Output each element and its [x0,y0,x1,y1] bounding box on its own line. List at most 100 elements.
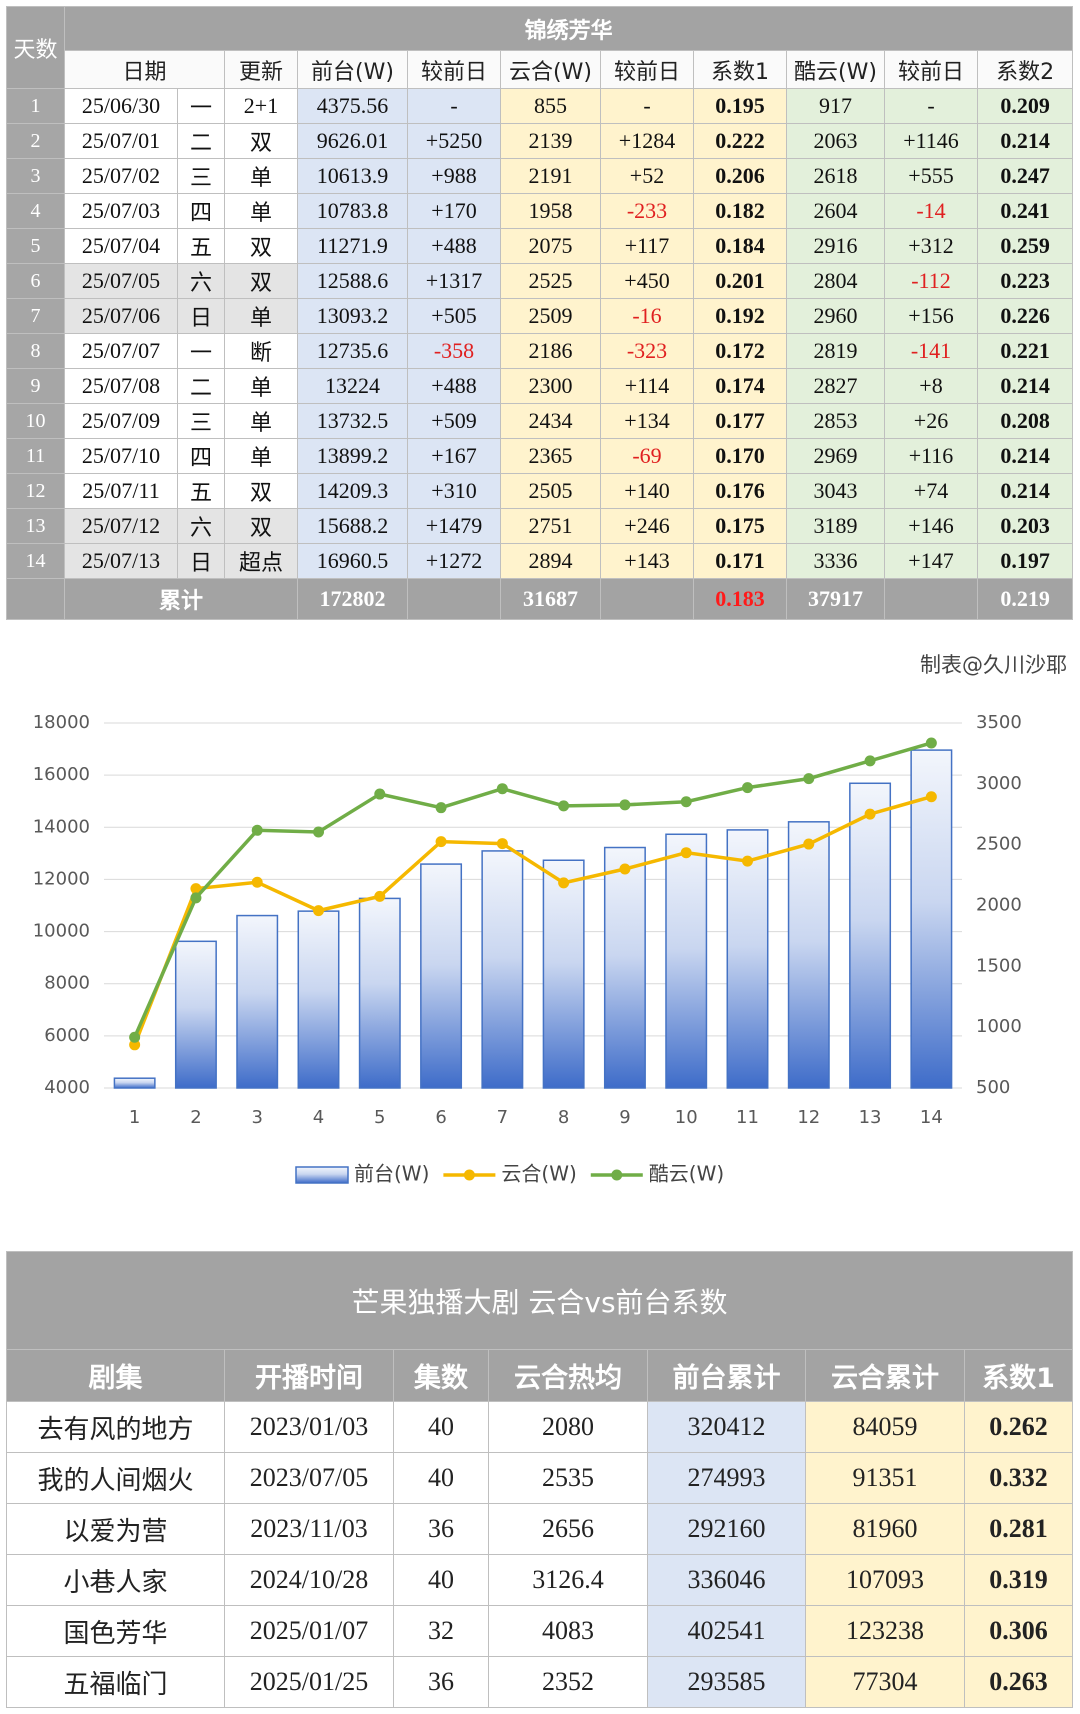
table-cell: 0.192 [693,298,787,334]
table-cell: 25/07/10 [64,438,178,474]
table-cell: 123238 [805,1605,965,1657]
table-cell: 0.206 [693,158,787,194]
total-cell: 31687 [500,578,601,620]
table-cell: 2023/07/05 [224,1452,394,1504]
table-cell: 以爱为营 [6,1503,225,1555]
table-cell: 双 [224,123,298,159]
data-row: 3 25/07/02 三单 10613.9 +988 2191 +52 0.206 2618 +5… [6,158,1074,194]
column-header: 集数 [393,1349,489,1402]
table-cell: 2916 [786,228,885,264]
point [496,838,508,850]
y2-tick-label: 3500 [976,712,1022,733]
table-cell: 2656 [488,1503,648,1555]
x-tick-label: 3 [251,1107,262,1128]
credit: 制表@久川沙耶 [920,653,1067,677]
point [558,877,570,889]
x-tick-label: 10 [675,1107,698,1128]
table-cell: +246 [600,508,694,544]
table-cell: 6 [6,263,65,299]
table-cell: 91351 [805,1452,965,1504]
bar [481,850,524,1089]
table-cell: 25/07/11 [64,473,178,509]
data-row: 小巷人家 2024/10/28 40 3126.4 336046 107093 0.319 [6,1554,1074,1606]
point [496,783,508,795]
table-cell: 11271.9 [297,228,408,264]
total-cell: 37917 [786,578,885,620]
table-cell: 2819 [786,333,885,369]
table-cell: 84059 [805,1401,965,1453]
table-cell: 0.195 [693,88,787,124]
table-cell: 五 [177,228,225,264]
table-cell: +117 [600,228,694,264]
y-tick-label: 12000 [33,868,90,889]
y-tick-label: 8000 [44,973,90,994]
table-cell: +74 [884,473,978,509]
table-cell: +509 [407,403,501,439]
table-cell: 3 [6,158,65,194]
table-cell: 25/07/03 [64,193,178,229]
table-cell: +170 [407,193,501,229]
table-cell: 小巷人家 [6,1554,225,1606]
table-cell: 1958 [500,193,601,229]
table-cell: 12 [6,473,65,509]
table-cell: 13732.5 [297,403,408,439]
legend-label: 云合(W) [501,1162,576,1186]
legend-swatch [463,1169,475,1181]
legend-label: 酷云(W) [649,1162,724,1186]
data-row: 6 25/07/05 六双 12588.6 +1317 2525 +450 0.201 2804… [6,263,1074,299]
column-header: 开播时间 [224,1349,394,1402]
table-cell: 双 [224,473,298,509]
table-cell: 2604 [786,193,885,229]
table-cell: 4083 [488,1605,648,1657]
table-cell: 25/07/12 [64,508,178,544]
table-cell: 2186 [500,333,601,369]
point [803,838,815,850]
table-cell: 2535 [488,1452,648,1504]
table-cell: 2 [6,123,65,159]
point [374,788,386,800]
table-cell: 0.263 [963,1656,1074,1708]
y-tick-label: 14000 [33,816,90,837]
data-row: 7 25/07/06 日单 13093.2 +505 2509 -16 0.192 2960 +1… [6,298,1074,334]
table-cell: 日 [177,543,225,579]
table-cell: +143 [600,543,694,579]
table-title: 芒果独播大剧 云合vs前台系数 [5,1251,1074,1350]
table-cell: +450 [600,263,694,299]
table-cell: 0.203 [976,508,1074,544]
total-cell: 0.219 [976,578,1074,620]
table-cell: 单 [224,403,298,439]
bar [542,859,585,1089]
total-cell: 172802 [297,578,408,620]
y-tick-label: 16000 [33,764,90,785]
data-row: 去有风的地方 2023/01/03 40 2080 320412 84059 0.262 [6,1401,1074,1453]
table-cell: 0.223 [976,263,1074,299]
total-cell: 0.183 [693,578,787,620]
table-cell: 2853 [786,403,885,439]
table-cell: 855 [500,88,601,124]
table-cell: 40 [393,1452,489,1504]
table-cell: +146 [884,508,978,544]
table-cell: 断 [224,333,298,369]
table-cell: +156 [884,298,978,334]
table-cell: -14 [884,193,978,229]
table-cell: +1146 [884,123,978,159]
table-cell: 四 [177,438,225,474]
table-cell: +555 [884,158,978,194]
column-header: 前台累计 [647,1349,806,1402]
x-tick-label: 11 [736,1107,759,1128]
table-cell: +134 [600,403,694,439]
point [435,802,447,814]
data-row: 5 25/07/04 五双 11271.9 +488 2075 +117 0.184 2916 +… [6,228,1074,264]
bar [603,846,646,1089]
table-cell: 274993 [647,1452,806,1504]
point [925,791,937,803]
table-cell: 2+1 [224,88,298,124]
x-tick-label: 7 [497,1107,508,1128]
table-cell: 2080 [488,1401,648,1453]
table-cell: 2365 [500,438,601,474]
table-cell: 0.174 [693,368,787,404]
table-cell: 25/06/30 [64,88,178,124]
table-cell: 0.209 [976,88,1074,124]
line [133,741,932,1038]
